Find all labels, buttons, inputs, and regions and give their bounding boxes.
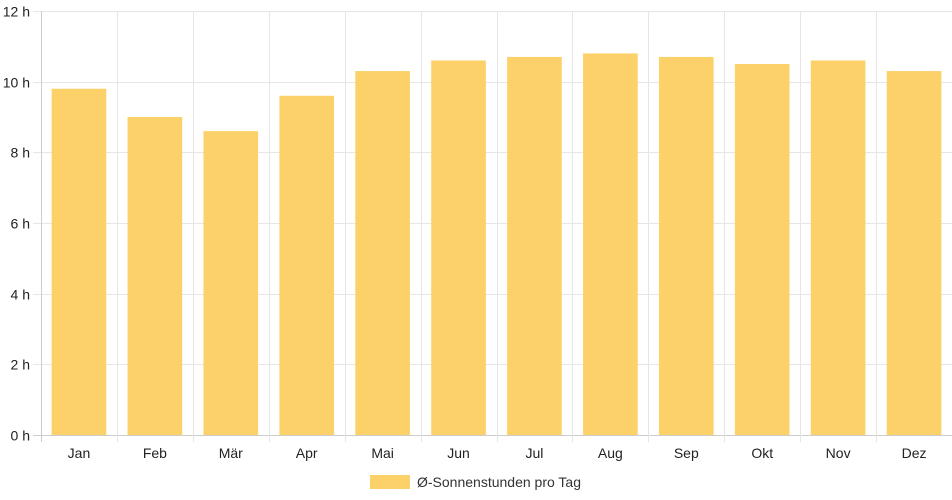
y-tick-label: 10 h [3,75,30,91]
bar-feb[interactable] [127,117,183,435]
grid-lines [33,11,952,442]
legend[interactable]: Ø-Sonnenstunden pro Tag [370,474,581,490]
bar-okt[interactable] [734,64,790,435]
x-tick-label: Aug [598,445,623,461]
bar-dez[interactable] [886,71,942,436]
bar-aug[interactable] [583,53,638,436]
y-tick-label: 4 h [11,287,30,303]
x-tick-label: Okt [751,445,773,461]
x-tick-label: Dez [902,445,927,461]
x-tick-label: Feb [143,445,167,461]
y-tick-label: 8 h [11,145,30,161]
x-tick-label: Mär [219,445,243,461]
bar-jan[interactable] [51,88,107,435]
bar-jul[interactable] [507,56,562,435]
y-tick-label: 0 h [11,428,30,444]
legend-swatch[interactable] [370,475,410,489]
x-tick-label: Jan [68,445,91,461]
bars [51,53,942,436]
bar-mär[interactable] [203,131,259,435]
bar-jun[interactable] [431,60,486,435]
x-tick-label: Jun [447,445,470,461]
y-axis-ticks: 0 h 2 h 4 h 6 h 8 h 10 h 12 h [3,4,30,444]
x-tick-label: Apr [296,445,318,461]
x-tick-label: Mai [371,445,394,461]
x-tick-label: Jul [526,445,544,461]
x-axis-ticks: Jan Feb Mär Apr Mai Jun Jul Aug Sep Okt Nov Dez [68,445,927,461]
bar-apr[interactable] [279,95,335,436]
bar-nov[interactable] [810,60,866,435]
legend-label[interactable]: Ø-Sonnenstunden pro Tag [417,474,581,490]
x-tick-label: Sep [674,445,699,461]
y-tick-label: 2 h [11,357,30,373]
bar-sep[interactable] [658,56,714,435]
bar-mai[interactable] [355,71,410,436]
y-tick-label: 6 h [11,216,30,232]
y-tick-label: 12 h [3,4,30,20]
x-tick-label: Nov [826,445,851,461]
